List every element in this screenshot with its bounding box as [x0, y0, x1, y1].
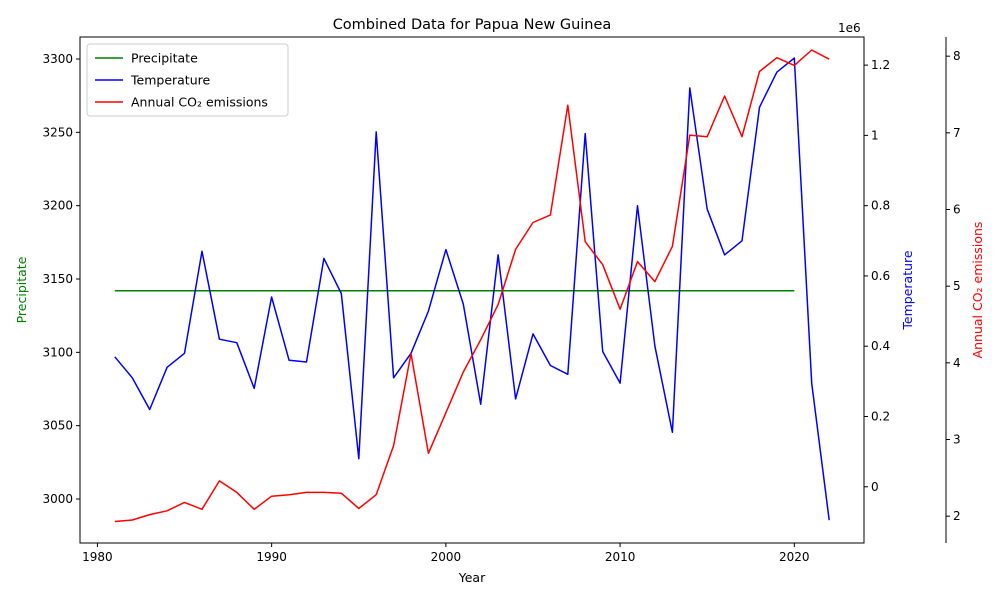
legend-label: Precipitate — [131, 51, 198, 66]
temperature-tick-label: 0.4 — [871, 339, 890, 353]
left-tick-label: 3150 — [42, 272, 73, 286]
plot-frame — [79, 36, 865, 544]
temperature-tick-label: 0.6 — [871, 269, 890, 283]
co2-tick-label: 5 — [953, 279, 961, 293]
left-tick-label: 3300 — [42, 52, 73, 66]
left-tick-label: 3000 — [42, 492, 73, 506]
left-tick-label: 3200 — [42, 199, 73, 213]
temperature-tick-label: 0.8 — [871, 199, 890, 213]
x-tick-label: 2010 — [605, 550, 636, 564]
x-axis-label: Year — [458, 570, 486, 585]
temperature-axis-label: Temperature — [900, 250, 915, 330]
temperature-tick-label: 1 — [871, 128, 879, 142]
co2-tick-label: 6 — [953, 203, 961, 217]
co2-tick-label: 2 — [953, 509, 961, 523]
left-tick-label: 3100 — [42, 345, 73, 359]
x-tick-label: 1990 — [256, 550, 287, 564]
left-tick-label: 3050 — [42, 419, 73, 433]
legend-label: Annual CO₂ emissions — [131, 95, 268, 110]
x-tick-label: 1980 — [82, 550, 113, 564]
left-axis-label: Precipitate — [14, 256, 29, 323]
co2-axis-offset-label: 1e6 — [838, 21, 861, 35]
series-line-temperature — [114, 57, 830, 521]
co2-tick-label: 8 — [953, 49, 961, 63]
temperature-tick-label: 1.2 — [871, 58, 890, 72]
x-tick-label: 2000 — [431, 550, 462, 564]
left-tick-label: 3250 — [42, 125, 73, 139]
co2-tick-label: 7 — [953, 126, 961, 140]
temperature-tick-label: 0.2 — [871, 410, 890, 424]
legend-label: Temperature — [130, 73, 210, 88]
legend: Precipitate Temperature Annual CO₂ emissio… — [86, 43, 289, 117]
chart-title: Combined Data for Papua New Guinea — [333, 17, 612, 33]
legend-box — [86, 43, 289, 117]
temperature-tick-label: 0 — [871, 480, 879, 494]
co2-axis-label: Annual CO₂ emissions — [970, 222, 985, 359]
co2-tick-label: 3 — [953, 433, 961, 447]
x-tick-label: 2020 — [779, 550, 810, 564]
co2-tick-label: 4 — [953, 356, 961, 370]
series-line-annual-co-emissions — [114, 49, 830, 523]
